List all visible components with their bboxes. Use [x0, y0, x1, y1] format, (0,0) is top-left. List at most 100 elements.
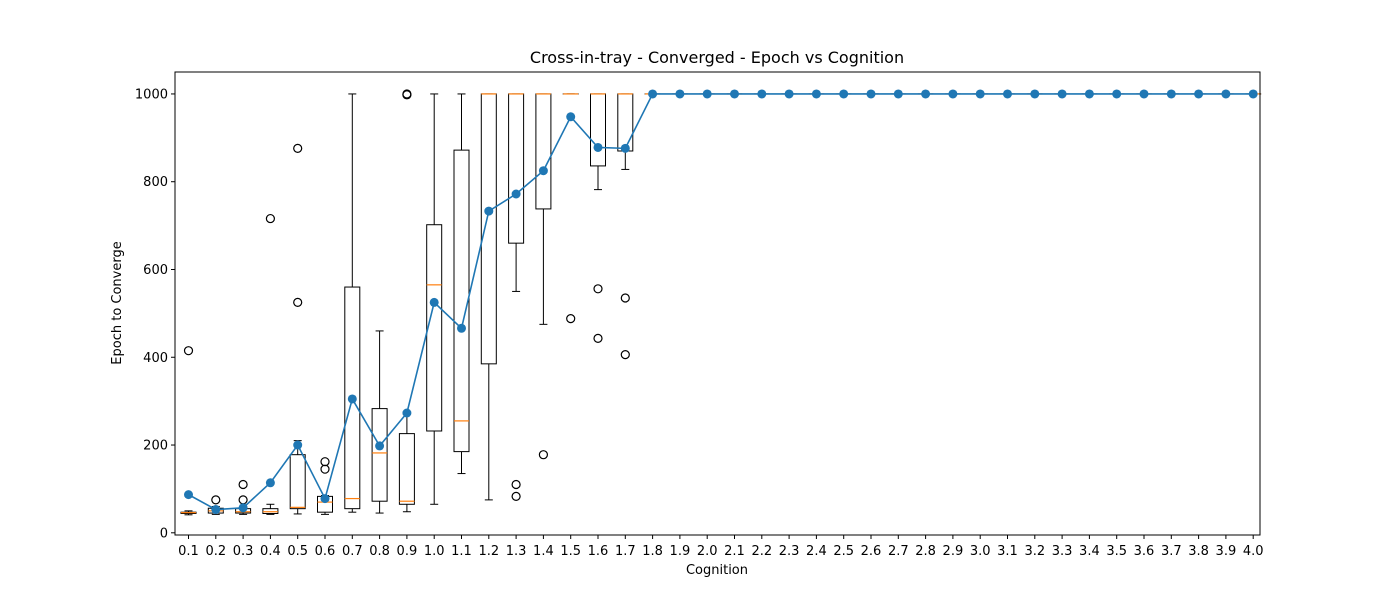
series-point [784, 89, 794, 99]
x-tick-label: 4.0 [1243, 544, 1264, 559]
series-point [457, 323, 466, 333]
x-axis-ticks: 0.1 0.2 0.3 0.4 0.5 0.6 0.7 0.8 0.9 1.0 1.1 1.2 1.3 1… [178, 535, 1264, 559]
series-point [702, 89, 712, 99]
series-point [675, 89, 685, 99]
x-axis-label: Cognition [686, 563, 748, 578]
box-body [398, 433, 415, 505]
series-point [1057, 89, 1067, 99]
box-plot [426, 93, 443, 505]
outlier-point [183, 346, 194, 356]
box-plot [453, 93, 470, 475]
x-tick-label: 3.0 [970, 544, 991, 559]
series-point [811, 89, 821, 99]
box-plot [508, 93, 525, 501]
series-point [839, 89, 849, 99]
series-point [1084, 89, 1094, 99]
x-tick-label: 2.3 [779, 544, 800, 559]
outlier-point [238, 479, 248, 490]
box-plot [344, 93, 361, 513]
x-tick-label: 2.4 [806, 544, 827, 559]
series-point [1112, 89, 1122, 99]
series-point [538, 166, 548, 176]
series-point [375, 441, 385, 451]
x-tick-label: 2.9 [943, 544, 964, 559]
x-tick-label: 2.6 [861, 544, 882, 559]
x-tick-label: 1.3 [506, 544, 527, 559]
box-body [262, 508, 279, 514]
box-plot [289, 143, 306, 515]
series-point [593, 142, 603, 152]
box-body [344, 286, 361, 510]
series-point [1030, 89, 1040, 99]
box-plot [371, 330, 388, 514]
series-point [1139, 89, 1149, 99]
outlier-point [402, 89, 412, 99]
series-point [1003, 89, 1012, 99]
series-point [238, 503, 248, 513]
outlier-point [593, 284, 603, 294]
series-point [484, 206, 494, 216]
outlier-point [593, 333, 603, 343]
series-point [293, 440, 303, 450]
mean-series [184, 89, 1258, 515]
outlier-point [211, 495, 221, 505]
x-tick-label: 2.5 [833, 544, 854, 559]
x-tick-label: 1.6 [588, 544, 609, 559]
x-tick-label: 3.3 [1052, 544, 1073, 559]
series-point [730, 89, 739, 99]
outlier-point [293, 297, 303, 308]
outlier-point [265, 213, 275, 224]
outlier-point [293, 143, 303, 153]
x-tick-label: 1.8 [642, 544, 663, 559]
y-axis-ticks: 0 200 400 600 800 1000 [135, 87, 175, 541]
x-tick-label: 2.0 [697, 544, 718, 559]
y-tick-label: 600 [143, 263, 168, 278]
series-point [1194, 89, 1204, 99]
series-point [948, 89, 958, 99]
y-tick-label: 200 [143, 439, 168, 454]
series-point [184, 490, 193, 500]
outlier-point [620, 350, 630, 360]
x-tick-label: 0.8 [369, 544, 390, 559]
series-line [188, 93, 1254, 511]
y-tick-label: 800 [143, 175, 168, 190]
x-tick-label: 0.7 [342, 544, 363, 559]
series-point [402, 408, 412, 418]
x-tick-label: 3.5 [1106, 544, 1127, 559]
x-tick-label: 1.0 [424, 544, 445, 559]
box-body [371, 408, 388, 502]
series-point [347, 394, 357, 404]
x-tick-label: 3.9 [1216, 544, 1237, 559]
x-tick-label: 1.1 [451, 544, 472, 559]
y-tick-label: 1000 [135, 87, 168, 102]
series-point [893, 89, 903, 99]
outlier-point [620, 293, 630, 303]
x-tick-label: 2.2 [751, 544, 772, 559]
series-point [566, 112, 576, 122]
chart-title: Cross-in-tray - Converged - Epoch vs Cog… [530, 48, 904, 67]
x-tick-label: 3.7 [1161, 544, 1182, 559]
series-point [320, 494, 330, 504]
x-tick-label: 3.8 [1188, 544, 1209, 559]
series-point [511, 189, 521, 199]
y-tick-label: 400 [143, 351, 168, 366]
x-tick-label: 2.7 [888, 544, 909, 559]
series-point [1221, 89, 1231, 99]
x-tick-label: 3.2 [1024, 544, 1045, 559]
outlier-point [538, 450, 549, 460]
x-tick-label: 0.2 [205, 544, 226, 559]
x-tick-label: 0.5 [287, 544, 308, 559]
x-tick-label: 0.9 [397, 544, 418, 559]
box-plot [535, 93, 552, 460]
series-point [265, 478, 275, 488]
x-tick-label: 3.1 [997, 544, 1018, 559]
series-point [921, 89, 931, 99]
series-point [757, 89, 767, 99]
x-tick-label: 0.3 [233, 544, 254, 559]
x-tick-label: 0.4 [260, 544, 281, 559]
x-tick-label: 1.7 [615, 544, 636, 559]
outlier-point [511, 491, 521, 501]
plot-frame [174, 71, 1261, 536]
